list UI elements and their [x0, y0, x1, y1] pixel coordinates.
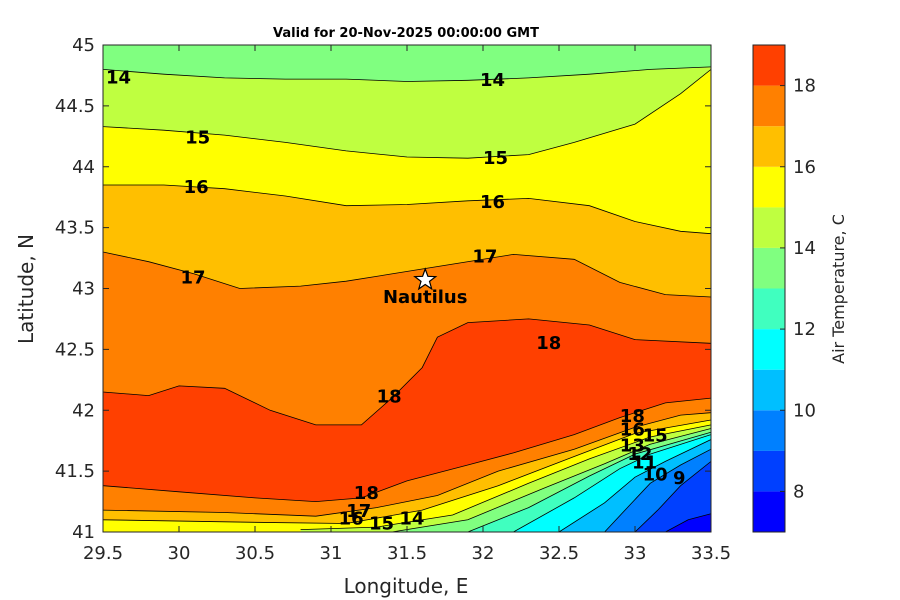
contour-line	[103, 318, 711, 426]
colorbar-tick-label: 14	[793, 238, 816, 259]
colorbar-band	[753, 45, 785, 86]
contour-label: 18	[354, 483, 379, 504]
contour-fill-band	[665, 513, 711, 532]
x-tick-label: 29.5	[83, 543, 123, 564]
contour-label: 9	[673, 468, 686, 489]
x-tick-label: 33.5	[691, 543, 731, 564]
contour-fill-band	[103, 318, 711, 502]
contour-label: 11	[632, 452, 657, 473]
x-tick-label: 32.5	[539, 543, 579, 564]
colorbar-frame	[752, 44, 786, 533]
y-tick-label: 41	[72, 522, 95, 543]
colorbar-tick-label: 18	[793, 76, 816, 97]
colorbar-band	[753, 329, 785, 370]
contour-lines	[103, 66, 711, 532]
x-tick-label: 30.5	[235, 543, 275, 564]
colorbar: 8 10 12 14 16 18 Air Temperature, C	[752, 44, 848, 533]
y-tick-label: 41.5	[55, 461, 95, 482]
contour-line	[513, 434, 711, 532]
contour-label: 16	[184, 177, 209, 198]
y-axis-label: Latitude, N	[14, 234, 38, 344]
contour-label: 16	[480, 192, 505, 213]
colorbar-bands	[753, 45, 785, 532]
colorbar-label: Air Temperature, C	[829, 214, 848, 364]
contour-label: 18	[620, 406, 645, 427]
contour-line	[103, 412, 711, 517]
contour-label: 15	[483, 148, 508, 169]
markers: Nautilus	[383, 267, 468, 308]
colorbar-band	[753, 369, 785, 411]
colorbar-band	[753, 288, 785, 330]
contour-label: 15	[369, 513, 394, 534]
y-tick-label: 44	[72, 157, 95, 178]
colorbar-band	[753, 207, 785, 248]
y-tick-label: 42	[72, 400, 95, 421]
contour-fill-band	[103, 45, 711, 82]
nautilus-star-icon	[413, 267, 438, 291]
colorbar-tick-label: 8	[793, 481, 804, 502]
y-tick-label: 44.5	[55, 96, 95, 117]
contour-label: 10	[643, 465, 668, 486]
x-tick-label: 32	[472, 543, 495, 564]
x-tick-label: 30	[168, 543, 191, 564]
y-tick-label: 43	[72, 279, 95, 300]
contour-label: 16	[620, 420, 645, 441]
colorbar-band	[753, 85, 785, 127]
contour-label: 17	[181, 267, 206, 288]
contour-label: 14	[480, 70, 505, 91]
contour-line	[558, 439, 711, 532]
filled-contours	[103, 45, 711, 532]
y-tick-label: 42.5	[55, 339, 95, 360]
contour-label: 17	[472, 247, 497, 268]
colorbar-band	[753, 126, 785, 167]
marker-label: Nautilus	[383, 287, 468, 308]
contour-label: 14	[106, 68, 131, 89]
contour-line	[604, 448, 711, 532]
contour-line	[634, 461, 711, 532]
contour-label: 12	[627, 444, 652, 465]
x-tick-label: 33	[624, 543, 647, 564]
contour-line	[103, 419, 711, 524]
contour-line	[103, 251, 711, 298]
contour-label: 14	[399, 508, 424, 529]
contour-label: 13	[620, 435, 645, 456]
colorbar-band	[753, 491, 785, 532]
contour-label: 17	[346, 501, 371, 522]
y-axis: 41 41.5 42 42.5 43 43.5 44 44.5 45	[55, 35, 711, 543]
contour-line	[300, 424, 711, 530]
colorbar-tick-label: 12	[793, 319, 816, 340]
x-axis: 29.5 30 30.5 31 31.5 32 32.5 33 33.5	[83, 45, 731, 564]
contour-label: 15	[643, 426, 668, 447]
contour-label: 16	[339, 508, 364, 529]
colorbar-ticks: 8 10 12 14 16 18	[780, 76, 816, 502]
contour-label: 18	[536, 333, 561, 354]
contour-label: 18	[377, 387, 402, 408]
chart-title: Valid for 20-Nov-2025 00:00:00 GMT	[273, 26, 539, 41]
colorbar-tick-label: 16	[793, 157, 816, 178]
colorbar-band	[753, 450, 785, 492]
y-tick-label: 43.5	[55, 218, 95, 239]
colorbar-band	[753, 166, 785, 208]
contour-line	[103, 69, 711, 159]
colorbar-band	[753, 410, 785, 451]
x-tick-label: 31	[320, 543, 343, 564]
x-tick-label: 31.5	[387, 543, 427, 564]
contour-line	[103, 184, 711, 235]
contour-line	[103, 66, 711, 82]
x-axis-label: Longitude, E	[344, 574, 469, 598]
y-tick-label: 45	[72, 35, 95, 56]
contour-fill-band	[635, 461, 711, 532]
colorbar-tick-label: 10	[793, 400, 816, 421]
contour-line	[391, 428, 711, 532]
contour-label: 15	[185, 127, 210, 148]
colorbar-band	[753, 247, 785, 289]
contour-line	[665, 513, 711, 532]
contour-line	[103, 397, 711, 503]
contour-line	[467, 431, 711, 532]
